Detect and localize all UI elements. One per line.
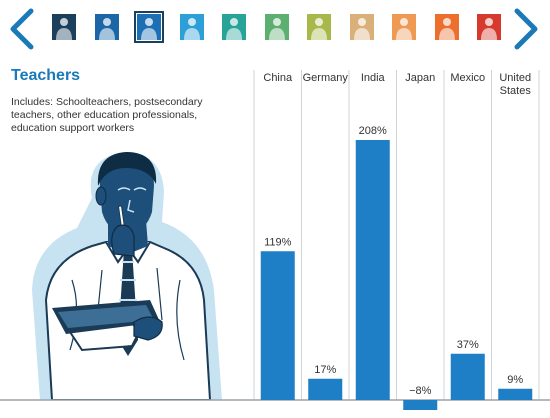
previous-arrow-icon[interactable] [4,6,38,52]
value-label: 37% [457,339,479,351]
bar [450,353,485,400]
value-label: 119% [264,236,292,248]
value-label: 208% [359,125,387,137]
category-label: Mexico [450,72,485,84]
person-icon [438,18,455,40]
bar [403,400,438,410]
person-icon [481,18,497,40]
category-label: India [361,72,386,84]
occupation-thumb-10[interactable] [434,14,459,40]
occupation-thumb-7[interactable] [307,14,331,40]
value-label: 17% [314,364,336,376]
occupation-thumb-5[interactable] [222,14,246,40]
teacher-illustration [32,152,222,400]
value-label: 9% [507,374,523,386]
bar [498,388,533,400]
category-label: Japan [405,72,435,84]
person-icon [56,18,72,40]
occupation-thumb-6[interactable] [264,14,289,40]
bar [355,140,390,400]
category-label: Germany [303,72,349,84]
person-icon [98,18,115,40]
occupation-thumb-3[interactable] [134,11,164,43]
category-label: United States [499,72,531,97]
bar [260,251,295,400]
occupation-thumb-1[interactable] [52,14,76,40]
next-arrow-icon[interactable] [510,6,544,52]
person-icon [141,18,157,40]
person-icon [353,18,370,40]
occupation-carousel [0,0,550,62]
person-icon [311,18,327,40]
bar [308,378,343,400]
occupation-thumb-11[interactable] [477,14,501,40]
value-label: −8% [409,385,432,397]
person-icon [183,18,200,40]
occupation-thumb-9[interactable] [392,14,416,40]
page-title: Teachers [11,67,81,84]
occupation-thumb-2[interactable] [94,14,119,40]
person-icon [226,18,242,40]
person-icon [268,18,285,40]
occupation-description: Includes: Schoolteachers, postsecondary … [11,96,203,134]
category-label: China [263,72,293,84]
occupation-thumb-8[interactable] [349,14,374,40]
occupation-thumb-4[interactable] [179,14,204,40]
person-icon [396,18,412,40]
